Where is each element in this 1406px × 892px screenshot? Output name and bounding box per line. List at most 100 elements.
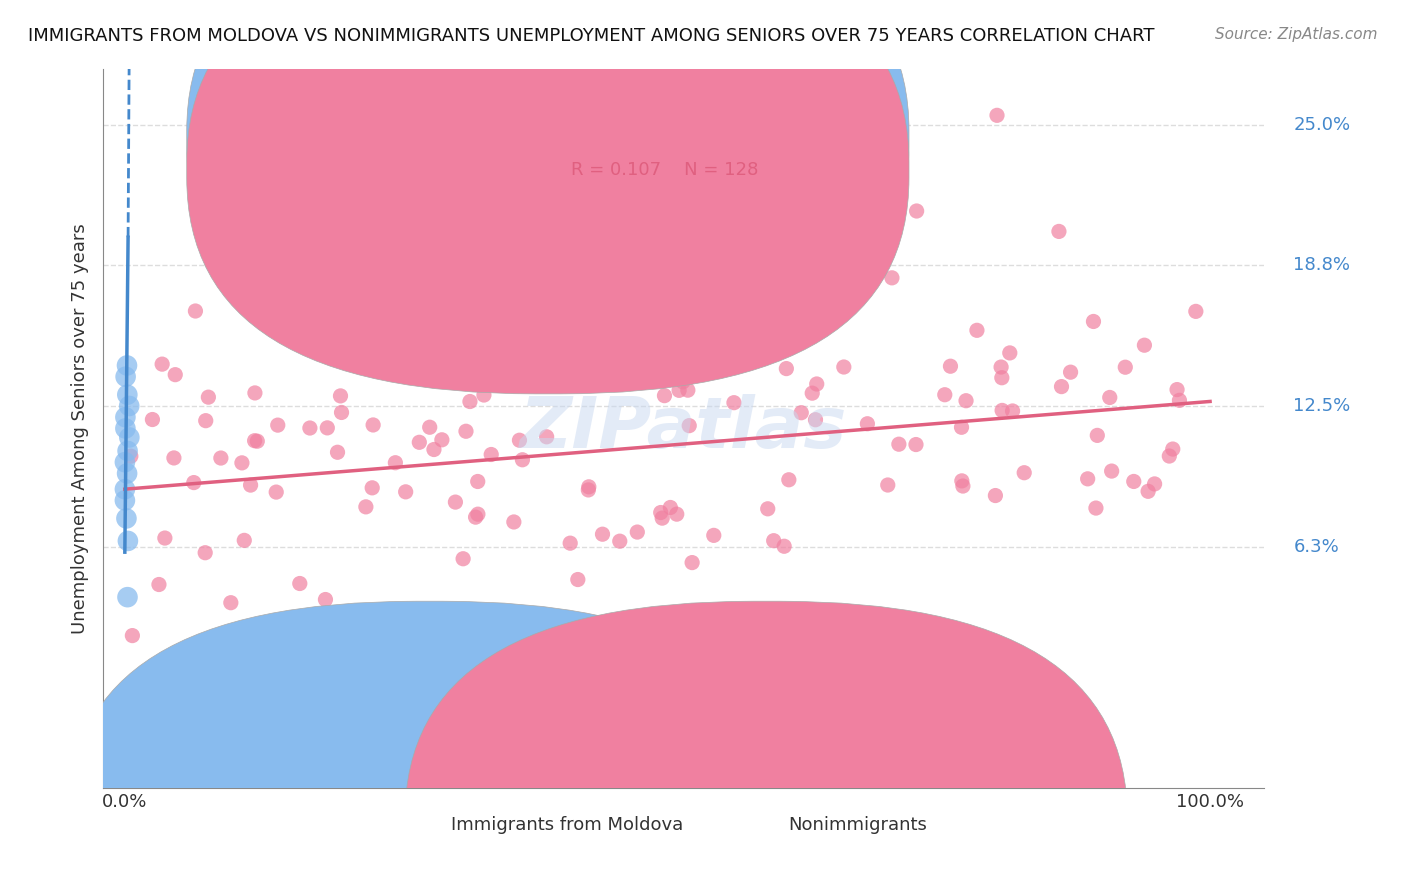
Point (775, 361, 797, 376)
Point (950, 420, 973, 434)
Point (467, 475, 489, 489)
Point (501, 304, 523, 318)
Point (1085, 428, 1108, 442)
Point (361, 417, 384, 432)
Point (1084, 501, 1107, 516)
Point (804, 413, 827, 427)
Point (991, 370, 1014, 384)
Point (676, 383, 699, 397)
Point (950, 474, 973, 488)
Point (790, 406, 813, 420)
Point (184, 304, 207, 318)
Point (1001, 404, 1024, 418)
Point (650, 506, 672, 520)
Point (880, 270, 903, 285)
Point (298, 421, 321, 435)
Point (1185, 304, 1208, 318)
Point (665, 507, 688, 521)
Point (654, 389, 676, 403)
Point (762, 533, 785, 548)
Point (451, 341, 474, 355)
Point (1166, 383, 1188, 397)
Point (1137, 484, 1160, 499)
Point (231, 456, 253, 470)
Point (659, 500, 682, 515)
Point (444, 495, 467, 509)
Point (512, 452, 534, 467)
Point (219, 596, 242, 610)
Point (384, 456, 406, 470)
Point (150, 357, 173, 371)
Point (756, 501, 779, 516)
Point (578, 480, 600, 494)
Point (955, 393, 977, 408)
Point (479, 448, 502, 462)
Point (467, 507, 489, 521)
Point (246, 434, 269, 449)
Point (1050, 379, 1073, 393)
Point (114, 482, 136, 496)
Point (121, 629, 143, 643)
Point (508, 434, 530, 448)
Point (114, 455, 136, 469)
Point (778, 473, 800, 487)
Point (114, 421, 136, 435)
Point (986, 108, 1008, 122)
Point (966, 323, 988, 337)
Point (801, 386, 824, 401)
Point (115, 467, 138, 481)
Point (243, 434, 266, 448)
Point (194, 546, 217, 560)
Point (118, 430, 141, 444)
FancyBboxPatch shape (405, 601, 1128, 892)
Point (681, 556, 703, 570)
Point (430, 433, 453, 447)
Point (699, 359, 721, 374)
Point (1101, 464, 1123, 478)
Text: ZIPatlas: ZIPatlas (520, 394, 848, 463)
Point (1047, 224, 1070, 238)
Point (672, 375, 695, 389)
Point (991, 403, 1014, 417)
Point (856, 417, 879, 431)
Text: Source: ZipAtlas.com: Source: ZipAtlas.com (1215, 27, 1378, 42)
Point (1012, 466, 1035, 480)
Point (905, 204, 928, 219)
Text: R = 0.107    N = 128: R = 0.107 N = 128 (571, 161, 758, 179)
Point (115, 359, 138, 373)
Point (651, 511, 673, 525)
Point (464, 510, 486, 524)
Point (806, 376, 828, 391)
Point (536, 430, 558, 444)
Point (440, 615, 463, 630)
Point (678, 418, 700, 433)
Point (117, 387, 139, 401)
Point (1133, 338, 1156, 352)
FancyBboxPatch shape (516, 115, 817, 205)
Point (117, 533, 139, 548)
Point (314, 592, 336, 607)
Point (576, 483, 599, 497)
Point (1159, 449, 1181, 463)
Point (118, 399, 141, 413)
Point (626, 524, 648, 539)
Point (233, 533, 256, 548)
Point (239, 478, 262, 492)
Point (1059, 365, 1081, 379)
Point (609, 534, 631, 549)
Point (288, 576, 311, 591)
Point (117, 590, 139, 604)
Point (316, 421, 339, 435)
Point (451, 551, 474, 566)
Text: 6.3%: 6.3% (1294, 538, 1339, 556)
Point (264, 485, 287, 500)
Point (458, 394, 481, 409)
Point (419, 420, 441, 434)
Point (423, 442, 446, 457)
Text: Nonimmigrants: Nonimmigrants (789, 816, 927, 834)
Point (165, 368, 187, 382)
Point (153, 531, 176, 545)
Point (939, 359, 962, 374)
Point (1168, 393, 1191, 408)
Point (117, 444, 139, 458)
